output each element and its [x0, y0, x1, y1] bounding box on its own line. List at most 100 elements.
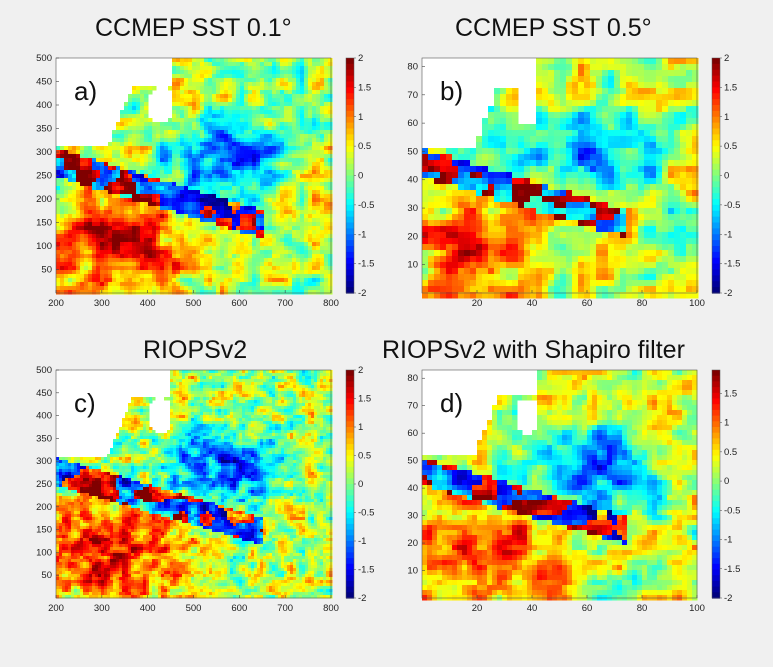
heatmap-cell [148, 166, 153, 171]
heatmap-cell [192, 102, 197, 107]
heatmap-cell [236, 122, 241, 127]
heatmap-cell [132, 230, 137, 235]
heatmap-cell [428, 184, 435, 191]
heatmap-cell [200, 206, 205, 211]
heatmap-cell [320, 66, 325, 71]
heatmap-cell [160, 270, 165, 275]
heatmap-cell [328, 262, 333, 267]
heatmap-cell [200, 190, 205, 195]
heatmap-cell [140, 146, 145, 151]
heatmap-cell [132, 282, 137, 287]
heatmap-cell [60, 290, 65, 295]
heatmap-cell [500, 190, 507, 197]
heatmap-cell [328, 286, 333, 291]
heatmap-cell [328, 154, 333, 159]
heatmap-cell [674, 124, 681, 131]
heatmap-cell [296, 114, 301, 119]
heatmap-cell [228, 110, 233, 115]
heatmap-cell [56, 278, 61, 283]
heatmap-cell [136, 246, 141, 251]
heatmap-cell [296, 62, 301, 67]
heatmap-cell [176, 94, 181, 99]
heatmap-cell [626, 136, 633, 143]
heatmap-cell [506, 238, 513, 245]
heatmap-cell [304, 222, 309, 227]
heatmap-cell [60, 214, 65, 219]
heatmap-cell [108, 278, 113, 283]
heatmap-cell [144, 254, 149, 259]
heatmap-cell [180, 186, 185, 191]
heatmap-cell [300, 174, 305, 179]
heatmap-cell [208, 258, 213, 263]
heatmap-cell [164, 174, 169, 179]
heatmap-cell [548, 76, 555, 83]
heatmap-cell [268, 122, 273, 127]
heatmap-cell [292, 138, 297, 143]
heatmap-cell [248, 234, 253, 239]
heatmap-cell [276, 162, 281, 167]
heatmap-cell [100, 214, 105, 219]
heatmap-cell [422, 160, 429, 167]
heatmap-cell [252, 82, 257, 87]
heatmap-cell [260, 134, 265, 139]
heatmap-cell [212, 86, 217, 91]
heatmap-cell [272, 122, 277, 127]
heatmap-cell [60, 222, 65, 227]
heatmap-cell [292, 190, 297, 195]
heatmap-cell [152, 182, 157, 187]
heatmap-cell [192, 166, 197, 171]
heatmap-cell [268, 166, 273, 171]
heatmap-cell [136, 234, 141, 239]
heatmap-cell [268, 218, 273, 223]
heatmap-cell [84, 162, 89, 167]
heatmap-cell [56, 186, 61, 191]
heatmap-cell [116, 230, 121, 235]
heatmap-cell [196, 174, 201, 179]
heatmap-cell [312, 122, 317, 127]
heatmap-cell [518, 208, 525, 215]
heatmap-cell [272, 154, 277, 159]
heatmap-cell [204, 254, 209, 259]
heatmap-cell [324, 242, 329, 247]
heatmap-cell [192, 74, 197, 79]
heatmap-cell [236, 274, 241, 279]
heatmap-cell [224, 238, 229, 243]
heatmap-cell [644, 196, 651, 203]
heatmap-cell [674, 82, 681, 89]
heatmap-cell [156, 206, 161, 211]
heatmap-cell [280, 126, 285, 131]
heatmap-cell [84, 226, 89, 231]
heatmap-cell [240, 278, 245, 283]
heatmap-cell [188, 118, 193, 123]
heatmap-cell [506, 220, 513, 227]
heatmap-cell [506, 124, 513, 131]
heatmap-cell [470, 178, 477, 185]
heatmap-cell [596, 64, 603, 71]
heatmap-cell [268, 194, 273, 199]
heatmap-cell [686, 226, 693, 233]
heatmap-cell [268, 82, 273, 87]
heatmap-cell [542, 202, 549, 209]
heatmap-cell [252, 162, 257, 167]
heatmap-cell [92, 202, 97, 207]
heatmap-cell [68, 166, 73, 171]
heatmap-cell [80, 242, 85, 247]
heatmap-cell [160, 198, 165, 203]
heatmap-cell [240, 70, 245, 75]
heatmap-cell [240, 234, 245, 239]
heatmap-cell [124, 238, 129, 243]
heatmap-cell [312, 170, 317, 175]
heatmap-cell [236, 218, 241, 223]
heatmap-cell [80, 158, 85, 163]
heatmap-cell [500, 136, 507, 143]
heatmap-cell [196, 166, 201, 171]
heatmap-cell [316, 158, 321, 163]
heatmap-cell [132, 146, 137, 151]
heatmap-cell [100, 174, 105, 179]
colorbar-segment [346, 281, 354, 288]
heatmap-cell [296, 194, 301, 199]
heatmap-cell [308, 290, 313, 295]
heatmap-cell [172, 86, 177, 91]
heatmap-cell [192, 270, 197, 275]
heatmap-cell [300, 78, 305, 83]
